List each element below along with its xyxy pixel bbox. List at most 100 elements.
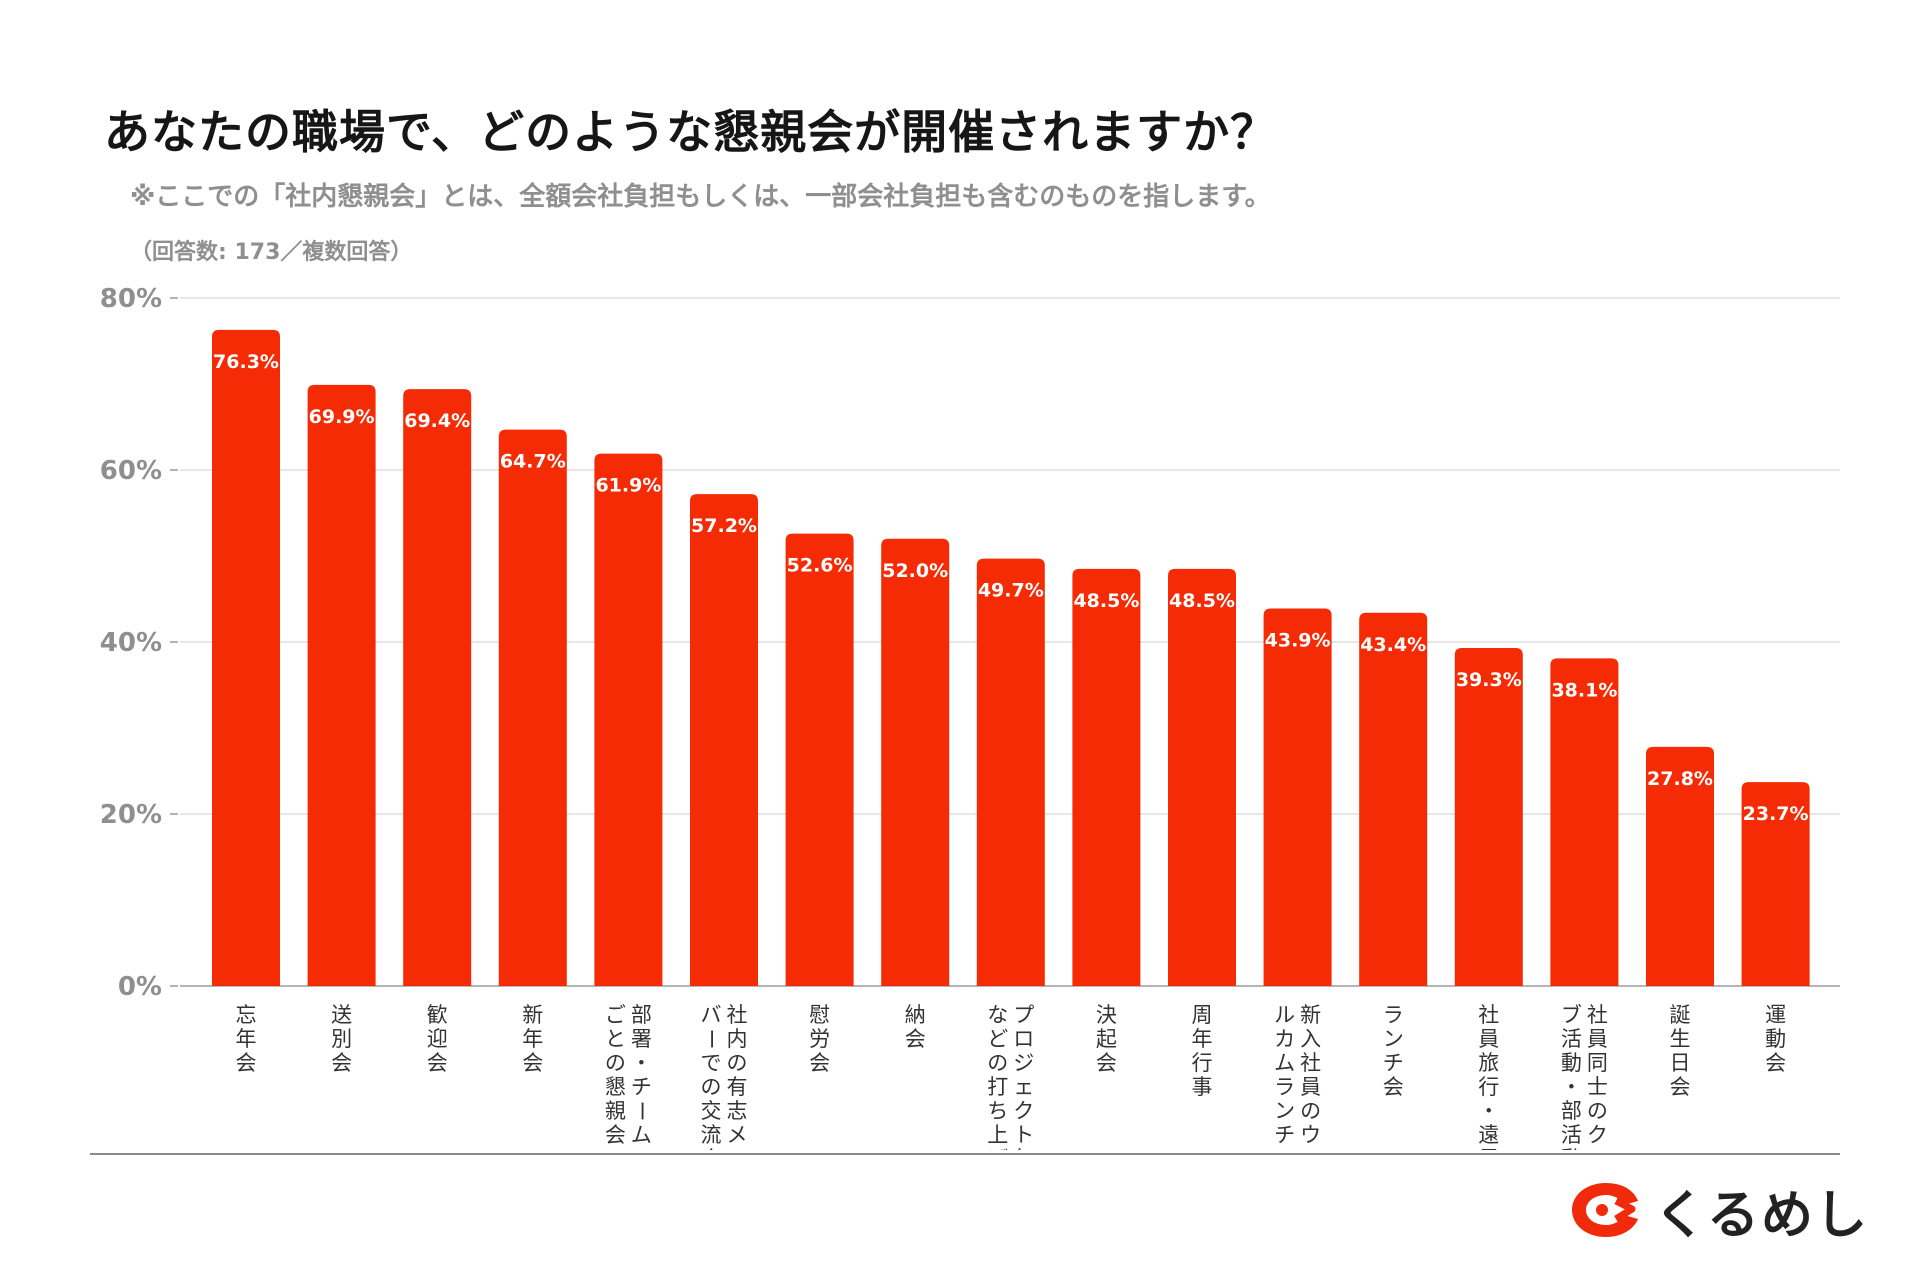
x-category-label: 慰労会 (809, 1003, 830, 1075)
bar (1454, 648, 1523, 986)
svg-text:ン: ン (1274, 1099, 1295, 1123)
bar-value-label: 43.9% (1265, 629, 1331, 651)
bar-value-label: 23.7% (1743, 803, 1809, 825)
svg-text:年: 年 (522, 1027, 543, 1051)
x-category-label: プロジェクト毎 などの打ち上げ (987, 1003, 1034, 1150)
bar-value-label: 61.9% (595, 475, 661, 497)
svg-text:ル: ル (1274, 1003, 1295, 1027)
bar (690, 494, 758, 986)
svg-text:ラ: ラ (1383, 1003, 1404, 1027)
svg-text:チ: チ (1274, 1123, 1295, 1147)
svg-text:ェ: ェ (1013, 1075, 1034, 1099)
bar-value-label: 52.6% (787, 555, 853, 577)
svg-text:毎: 毎 (1013, 1147, 1034, 1150)
bar (881, 538, 950, 986)
svg-text:ェ: ェ (1300, 1147, 1321, 1150)
x-category-label: 決起会 (1096, 1003, 1117, 1075)
svg-text:チ: チ (1383, 1051, 1404, 1075)
bar-value-label: 43.4% (1360, 634, 1426, 656)
y-tick-label: 0% (118, 972, 162, 1002)
bar-value-label: 38.1% (1551, 679, 1617, 701)
bar-value-label: 69.9% (309, 406, 375, 428)
bar (212, 329, 280, 986)
svg-text:会: 会 (809, 1051, 830, 1075)
svg-text:と: と (605, 1027, 626, 1051)
y-tick-label: 80% (100, 284, 162, 314)
svg-text:ト: ト (1013, 1123, 1034, 1147)
y-tick-label: 40% (100, 628, 162, 658)
svg-text:ラ: ラ (1587, 1147, 1608, 1150)
svg-text:運: 運 (1765, 1003, 1786, 1027)
svg-text:会: 会 (427, 1051, 448, 1075)
svg-text:ー: ー (699, 1029, 723, 1050)
svg-text:動: 動 (1765, 1027, 1786, 1051)
svg-text:活: 活 (1561, 1123, 1582, 1147)
bar-chart: 0%20%40%60%80%76.3%忘年会69.9%送別会69.4%歓迎会64… (100, 284, 1840, 1150)
svg-text:懇: 懇 (605, 1075, 626, 1099)
x-category-label: 忘年会 (236, 1003, 257, 1075)
x-category-label: 歓迎会 (427, 1003, 448, 1075)
svg-text:会: 会 (1096, 1051, 1117, 1075)
svg-text:会: 会 (331, 1051, 352, 1075)
bar (1072, 568, 1141, 986)
svg-text:ー: ー (629, 1101, 653, 1122)
svg-text:社: 社 (727, 1003, 748, 1027)
svg-text:会: 会 (1765, 1051, 1786, 1075)
svg-text:ン: ン (1383, 1027, 1404, 1051)
svg-text:行: 行 (1478, 1075, 1499, 1099)
brand-logo: くるめし (1568, 1178, 1869, 1246)
x-category-label: 納会 (905, 1003, 926, 1051)
svg-text:の: の (727, 1051, 748, 1075)
response-count: （回答数: 173／複数回答） (130, 240, 413, 265)
svg-text:会: 会 (905, 1027, 926, 1051)
svg-text:日: 日 (1670, 1051, 1691, 1075)
svg-text:周: 周 (1192, 1003, 1213, 1027)
svg-text:労: 労 (809, 1027, 830, 1051)
bar (1646, 746, 1714, 986)
svg-text:で: で (701, 1051, 722, 1075)
x-category-label: 運動会 (1765, 1003, 1786, 1075)
svg-text:部: 部 (631, 1003, 652, 1027)
svg-text:生: 生 (1670, 1027, 1691, 1051)
bar-value-label: 69.4% (404, 410, 470, 432)
svg-text:ム: ム (631, 1123, 652, 1147)
x-category-label: 社内の有志メン バーでの交流会 (699, 1003, 748, 1150)
svg-text:・: ・ (1561, 1075, 1582, 1099)
svg-text:迎: 迎 (427, 1027, 448, 1051)
svg-text:ど: ど (987, 1027, 1008, 1051)
svg-text:会: 会 (1670, 1075, 1691, 1099)
svg-text:員: 員 (1587, 1027, 1608, 1051)
svg-text:ム: ム (1274, 1051, 1295, 1075)
svg-text:社: 社 (1587, 1003, 1608, 1027)
bar (1359, 612, 1428, 986)
svg-text:ご: ご (605, 1003, 626, 1027)
chart-title: あなたの職場で、どのような懇親会が開催されますか？ (104, 105, 1278, 159)
svg-text:社: 社 (1300, 1051, 1321, 1075)
svg-text:ジ: ジ (1013, 1051, 1034, 1075)
svg-text:遠: 遠 (1478, 1123, 1499, 1147)
chart-subtitle: ※ここでの「社内懇親会」とは、全額会社負担もしくは、一部会社負担も含むのものを指… (130, 182, 1271, 212)
svg-text:同: 同 (1587, 1051, 1608, 1075)
svg-text:流: 流 (701, 1123, 722, 1147)
svg-text:誕: 誕 (1670, 1003, 1691, 1027)
bar-value-label: 52.0% (882, 560, 948, 582)
svg-text:プ: プ (1013, 1003, 1034, 1027)
svg-text:旅: 旅 (1478, 1051, 1499, 1075)
bar (1263, 608, 1332, 986)
bar (1550, 658, 1619, 986)
bar (1168, 568, 1236, 986)
y-tick-label: 60% (100, 456, 162, 486)
kurumeshi-logo-icon (1572, 1183, 1638, 1237)
svg-text:事: 事 (1192, 1075, 1213, 1099)
svg-text:別: 別 (331, 1027, 352, 1051)
svg-text:入: 入 (1300, 1027, 1321, 1051)
svg-text:の: の (701, 1075, 722, 1099)
svg-text:志: 志 (727, 1099, 748, 1123)
bar (307, 384, 376, 986)
svg-text:社: 社 (1478, 1003, 1499, 1027)
bar-value-label: 48.5% (1073, 590, 1139, 612)
svg-text:決: 決 (1096, 1003, 1117, 1027)
svg-text:親: 親 (605, 1099, 626, 1123)
